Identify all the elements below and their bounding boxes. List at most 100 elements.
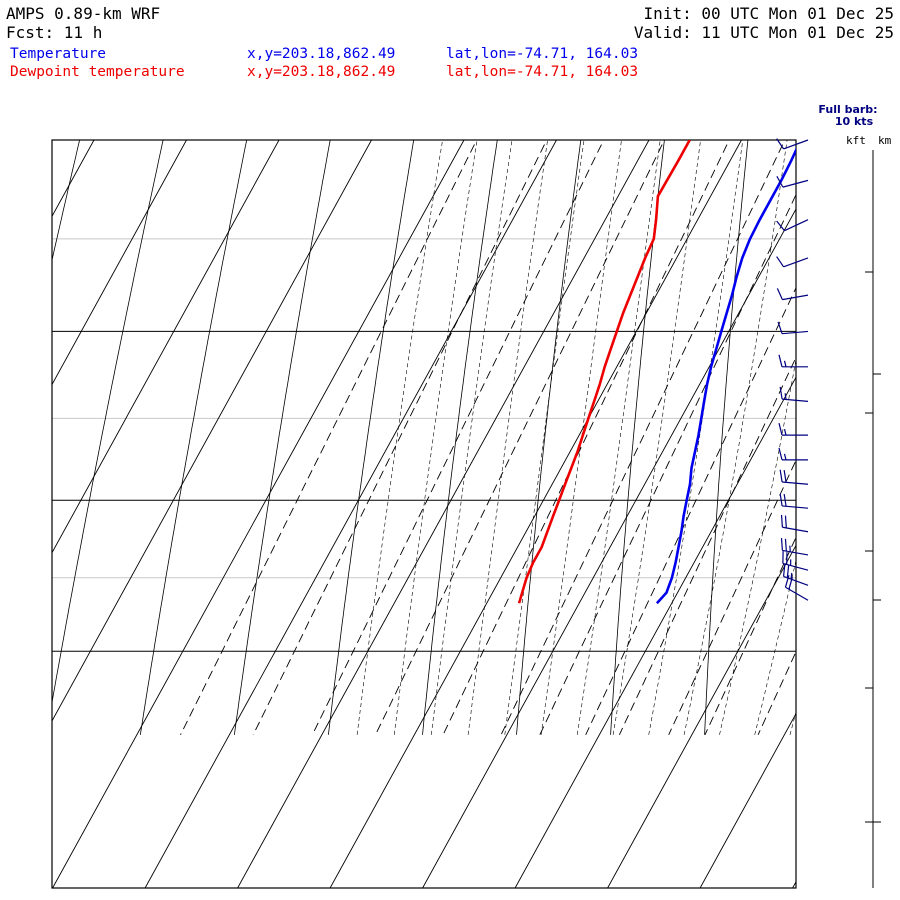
model-title: AMPS 0.89-km WRF: [6, 4, 160, 23]
barb-legend-title: Full barb:: [818, 103, 877, 116]
wind-barb: [776, 256, 809, 268]
wind-barb-shaft: [782, 562, 809, 571]
isotherm: [52, 140, 372, 722]
dry-adiabat: [52, 140, 164, 705]
wind-barb-half-feather: [784, 393, 787, 400]
thermo-grid: [52, 140, 796, 888]
barb-legend-speed: 10 kts: [835, 115, 874, 128]
wind-barb: [779, 493, 809, 509]
wind-barb-feather: [783, 493, 787, 507]
dewpoint-profile: [517, 140, 691, 604]
wind-barb: [778, 447, 808, 461]
wind-barb-shaft: [784, 219, 809, 232]
km-axis-title: km: [878, 134, 892, 147]
wind-barb-half-feather: [783, 453, 787, 461]
wind-barb-feather: [778, 354, 783, 367]
legend-temperature-latlon: lat,lon=-74.71, 164.03: [446, 46, 638, 62]
wind-barb-feather: [779, 493, 783, 507]
dry-adiabat: [234, 140, 331, 735]
wind-barb: [776, 219, 809, 232]
isotherm: [699, 712, 796, 888]
wind-barb: [779, 386, 809, 402]
forecast-hour: Fcst: 11 h: [6, 23, 102, 42]
wind-barb-half-feather: [783, 428, 787, 436]
wind-barb-feather: [786, 565, 790, 578]
wind-barb-feather: [776, 220, 785, 232]
legend-temperature-coords: x,y=203.18,862.49: [247, 46, 395, 62]
wind-barb-half-feather: [783, 360, 787, 367]
isotherm: [52, 140, 187, 386]
wind-barb-feather: [784, 515, 787, 528]
wind-barb-feather: [776, 176, 784, 188]
legend-temperature-label: Temperature: [10, 46, 106, 62]
wind-barb: [778, 354, 808, 368]
wind-barb-feather: [778, 422, 783, 436]
height-axis: [865, 150, 881, 888]
moist-adiabat: [431, 140, 513, 735]
isotherm: [607, 544, 796, 888]
wind-barb-shaft: [782, 294, 809, 301]
moist-adiabat: [504, 140, 585, 735]
temperature-profile: [655, 147, 796, 605]
moist-adiabat: [719, 357, 796, 735]
moist-adiabat: [356, 140, 443, 735]
wind-barb: [776, 288, 809, 301]
legend-dewpoint-label: Dewpoint temperature: [10, 64, 185, 80]
wind-barb-feather: [784, 538, 787, 552]
dry-adiabat: [422, 140, 498, 735]
wind-barb-shaft: [782, 330, 809, 335]
wind-barb-feather: [776, 288, 783, 300]
wind-barb-feather: [780, 514, 783, 528]
isotherm: [422, 208, 796, 888]
kft-axis-title: kft: [846, 134, 866, 147]
wind-barb-feather: [780, 538, 783, 551]
wind-barb-feather: [779, 469, 783, 483]
mixing-ratio-line: [180, 140, 478, 736]
dry-adiabat: [516, 140, 582, 735]
wind-barb-shaft: [782, 398, 809, 402]
wind-barb-feather: [777, 321, 783, 334]
wind-barb-feather: [776, 256, 785, 268]
moist-adiabat: [540, 140, 622, 735]
wind-barb: [782, 551, 809, 571]
wind-barb-feather: [779, 386, 783, 400]
wind-barb-shaft: [785, 586, 809, 601]
wind-barb: [778, 422, 808, 436]
mixing-ratio-line: [375, 140, 665, 735]
isotherm: [514, 376, 796, 888]
init-time: Init: 00 UTC Mon 01 Dec 25: [644, 4, 894, 23]
isotherm: [52, 140, 465, 888]
plot-frame: [51, 139, 797, 889]
wind-barb-feather: [784, 575, 790, 588]
moist-adiabat: [394, 140, 478, 735]
wind-barb-shaft: [783, 139, 809, 150]
wind-barb-feather: [778, 447, 783, 461]
plot-border: [51, 139, 797, 889]
profiles: [517, 140, 796, 605]
wind-barbs: [776, 138, 809, 601]
wind-barb-feather: [783, 470, 787, 483]
wind-barb-shaft: [783, 257, 809, 268]
wind-barb-shaft: [782, 179, 809, 188]
wind-barb-shaft: [782, 481, 809, 485]
wind-barb-shaft: [782, 505, 809, 509]
isotherm: [237, 140, 650, 888]
wind-barb-feather: [788, 577, 793, 590]
moist-adiabat: [576, 140, 661, 735]
moist-adiabat: [648, 140, 744, 735]
wind-barb-shaft: [782, 549, 809, 556]
isotherm: [144, 140, 557, 888]
mixing-ratio-line: [252, 140, 548, 735]
wind-barb: [780, 538, 809, 556]
isotherm: [52, 140, 280, 554]
wind-barb-shaft: [782, 526, 809, 533]
legend-dewpoint-coords: x,y=203.18,862.49: [247, 64, 395, 80]
moist-adiabat: [467, 140, 548, 735]
wind-barb: [776, 176, 809, 188]
dry-adiabat: [52, 140, 81, 262]
isotherm: [329, 140, 742, 888]
valid-time: Valid: 11 UTC Mon 01 Dec 25: [634, 23, 894, 42]
wind-barb-half-feather: [790, 572, 793, 580]
